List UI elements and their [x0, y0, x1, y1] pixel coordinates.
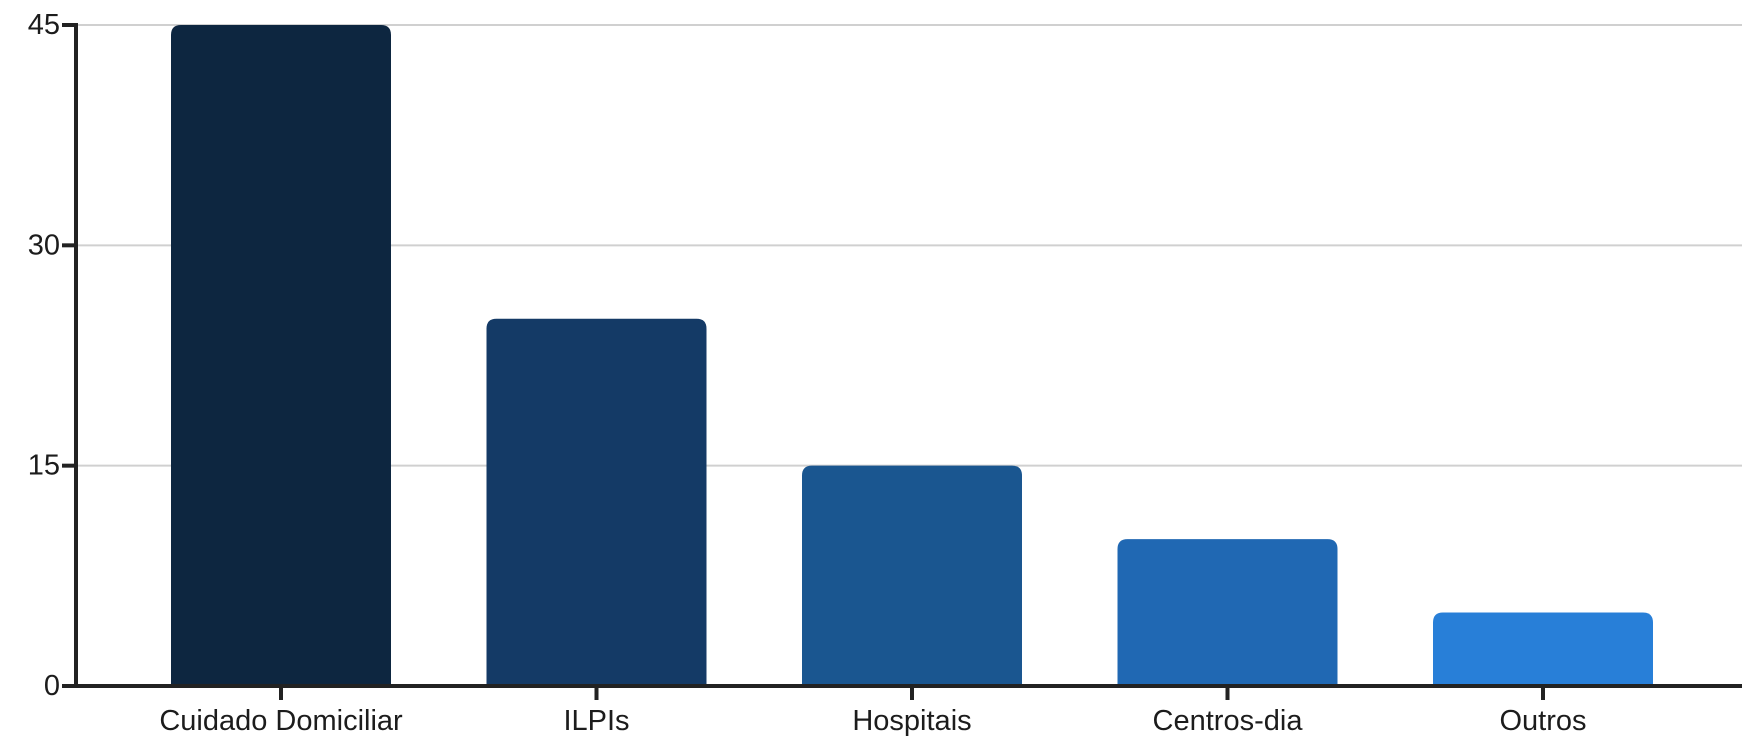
x-tick-label-centros-dia: Centros-dia [1153, 705, 1304, 737]
y-tick-label-30: 30 [28, 229, 60, 261]
bar-centros-dia [1117, 539, 1338, 686]
axes [74, 23, 1742, 688]
x-tick-label-hospitais: Hospitais [852, 705, 971, 737]
y-tick-label-15: 15 [28, 450, 60, 482]
x-tick-label-outros: Outros [1499, 705, 1586, 737]
bar-cuidado-domiciliar [171, 25, 391, 686]
x-axis-ticks: Cuidado Domiciliar ILPIs Hospitais Centros-… [159, 686, 1587, 737]
y-axis-ticks: 0 15 30 45 [28, 9, 76, 702]
y-tick-label-0: 0 [44, 670, 60, 702]
bar-ilpis [486, 318, 707, 686]
bars [171, 25, 1653, 686]
bar-hospitais [802, 465, 1022, 686]
y-tick-label-45: 45 [28, 9, 60, 41]
x-tick-label-ilpis: ILPIs [563, 705, 629, 737]
bar-outros [1433, 612, 1653, 686]
x-tick-label-cuidado-domiciliar: Cuidado Domiciliar [159, 705, 403, 737]
